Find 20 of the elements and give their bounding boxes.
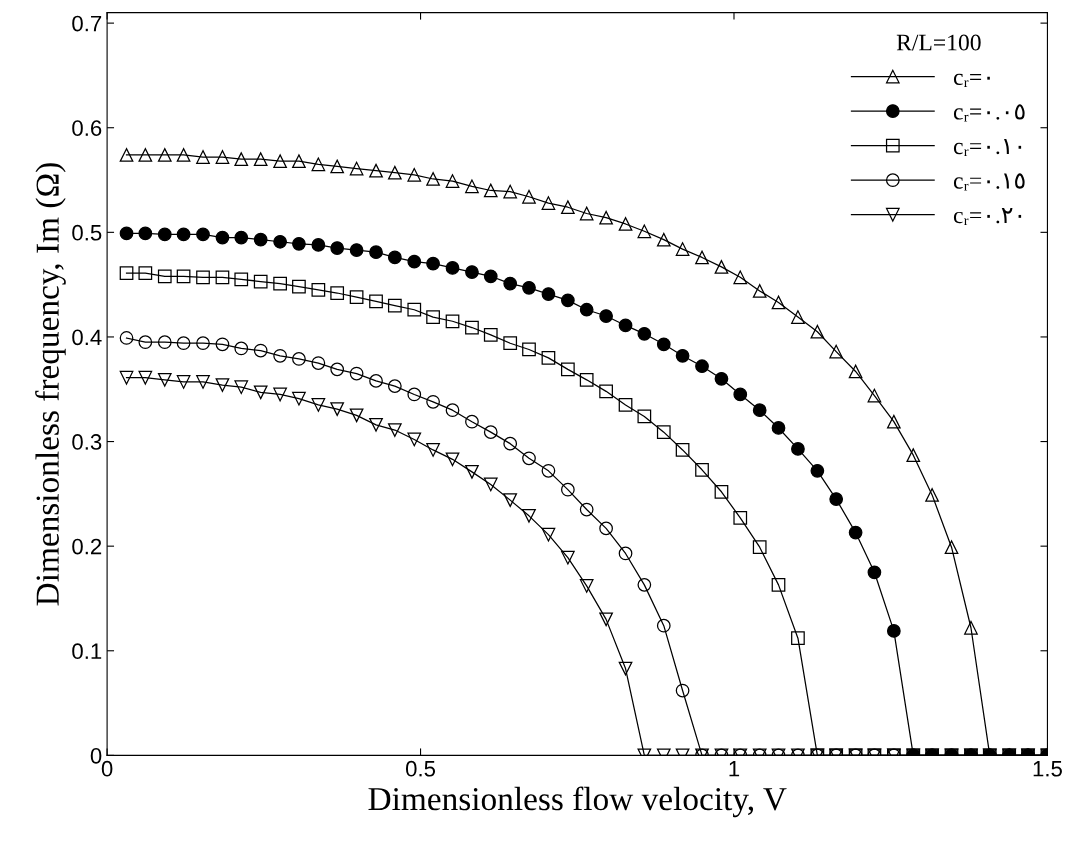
- x-tick-label: 0: [101, 760, 113, 777]
- y-tick-label: 0.3: [72, 434, 102, 450]
- y-tick-label: 0.6: [72, 120, 102, 136]
- x-tick-label: 1: [729, 761, 740, 777]
- legend-label: cᵣ=٠.١٠: [953, 138, 1022, 157]
- legend-title: R/L=100: [896, 34, 981, 51]
- legend-label: cᵣ=٠.٢٠: [953, 208, 1022, 226]
- legend-label: cᵣ=٠: [953, 73, 990, 87]
- y-tick-label: 0.2: [72, 538, 102, 555]
- y-tick-label: 0.4: [72, 329, 102, 346]
- x-tick-label: 0.5: [405, 760, 436, 777]
- x-axis-title: Dimensionless flow velocity, V: [368, 786, 787, 818]
- y-tick-label: 0: [90, 747, 102, 764]
- y-tick-label: 0.7: [72, 15, 102, 32]
- y-axis-title: Dimensionless frequency, Im (Ω): [35, 163, 66, 606]
- x-tick-label: 1.5: [1033, 761, 1062, 777]
- legend-label: cᵣ=٠.١٥: [953, 173, 1025, 191]
- legend-label: cᵣ=٠.٠٥: [953, 104, 1025, 122]
- y-tick-label: 0.5: [72, 224, 102, 241]
- y-tick-label: 0.1: [72, 643, 102, 660]
